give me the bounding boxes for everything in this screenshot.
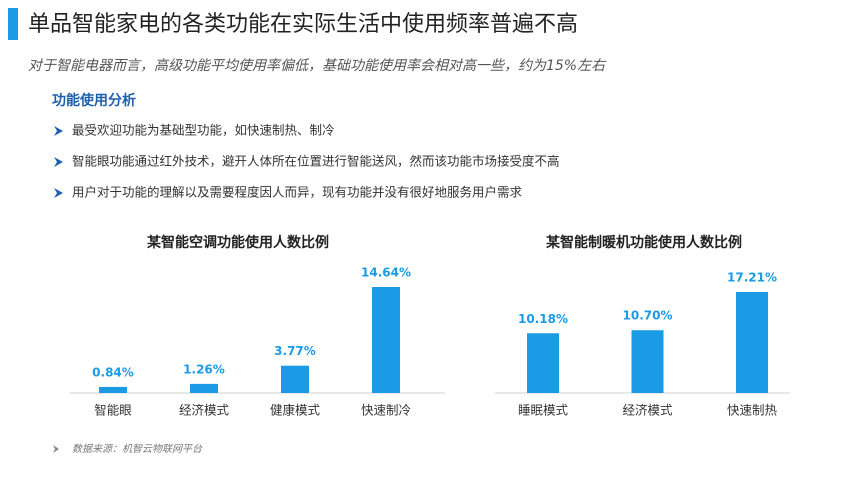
value-label: 3.77% [274,344,316,358]
value-label: 17.21% [727,271,777,285]
slide-title: 单品智能家电的各类功能在实际生活中使用频率普遍不高 [28,12,578,37]
section-heading: 功能使用分析 [52,92,136,109]
x-tick-label: 智能眼 [94,403,132,418]
bullet-arrow [54,126,63,136]
bar [372,287,400,393]
x-tick-label: 快速制冷 [361,403,411,418]
x-tick-label: 健康模式 [270,403,321,418]
bullet-arrow [54,157,63,167]
x-tick-label: 经济模式 [179,403,230,418]
value-label: 1.26% [183,362,225,376]
value-label: 10.18% [518,312,568,326]
x-tick-label: 经济模式 [622,403,673,418]
x-tick-label: 快速制热 [727,403,778,418]
source-arrow [53,445,59,453]
bullet: 用户对于功能的理解以及需要程度因人而异，现有功能并没有很好地服务用户需求 [72,185,523,200]
value-label: 10.70% [623,309,673,323]
chart-title: 某智能制暖机功能使用人数比例 [546,234,742,251]
bar [281,365,309,393]
bullet: 智能眼功能通过红外技术，避开人体所在位置进行智能送风，然而该功能市场接受度不高 [72,154,560,169]
bullet: 最受欢迎功能为基础型功能，如快速制热、制冷 [72,123,335,138]
subtitle: 对于智能电器而言，高级功能平均使用率偏低，基础功能使用率会相对高一些，约为15%… [28,58,607,74]
x-tick-label: 睡眠模式 [518,403,569,418]
bar [631,330,664,393]
chart-title: 某智能空调功能使用人数比例 [147,234,329,251]
value-label: 14.64% [361,266,411,280]
bar [527,333,559,393]
bar [736,292,768,393]
value-label: 0.84% [92,365,134,379]
bar [190,383,218,393]
source: 数据来源：机智云物联网平台 [72,443,203,455]
title-accent [8,8,18,40]
bar [99,386,127,393]
bullet-arrow [54,188,63,198]
